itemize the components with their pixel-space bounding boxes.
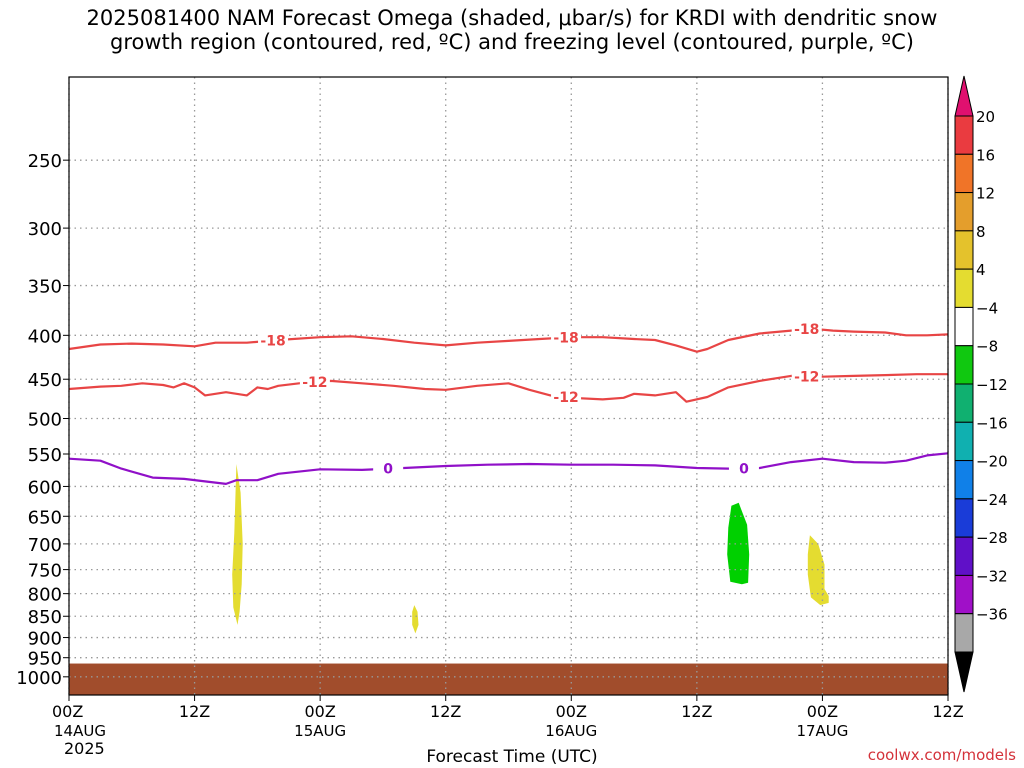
contour-line-1	[68, 373, 948, 403]
y-tick-label-950: 950	[28, 649, 62, 670]
contour-label-1-0: -12	[302, 375, 327, 391]
colorbar-label-12: −32	[976, 567, 1008, 585]
x-tick-date-72: 17AUG	[796, 722, 848, 740]
contour-label-0-0: -18	[260, 333, 285, 349]
x-tick-date-24: 15AUG	[294, 722, 346, 740]
credit-text: coolwx.com/models	[867, 746, 1016, 764]
y-tick-label-800: 800	[28, 585, 62, 606]
colorbar-label-13: −36	[976, 606, 1008, 624]
contour-label-1-2: -12	[794, 369, 819, 385]
colorbar-swatch-11	[954, 536, 974, 576]
x-tick-label-48: 00Z	[556, 702, 587, 721]
colorbar-swatch-4	[954, 268, 974, 308]
y-tick-label-250: 250	[28, 151, 62, 172]
contour-label-2-0: 0	[383, 462, 393, 478]
contour-line-2	[68, 452, 949, 485]
chart-title: 2025081400 NAM Forecast Omega (shaded, μ…	[86, 6, 938, 54]
y-tick-label-700: 700	[28, 535, 62, 556]
axes: 2503003504004505005506006507007508008509…	[16, 76, 964, 758]
colorbar-label-9: −20	[976, 453, 1008, 471]
omega-region-0	[232, 464, 243, 625]
colorbar-swatch-1	[954, 153, 974, 194]
colorbar-label-7: −12	[976, 376, 1008, 394]
colorbar-label-1: 16	[976, 146, 995, 164]
x-tick-label-24: 00Z	[304, 702, 335, 721]
colorbar-swatch-8	[954, 421, 974, 462]
x-tick-label-12: 12Z	[179, 702, 210, 721]
x-tick-date-48: 16AUG	[545, 722, 597, 740]
colorbar-swatch-2	[954, 192, 974, 232]
y-tick-label-600: 600	[28, 477, 62, 498]
y-tick-label-750: 750	[28, 561, 62, 582]
y-tick-label-850: 850	[28, 607, 62, 628]
y-tick-label-500: 500	[28, 409, 62, 430]
contour-label-bg-1-1	[551, 389, 582, 406]
colorbar-bottom-arrow	[954, 651, 974, 693]
colorbar-swatch-0	[954, 115, 974, 155]
y-tick-label-450: 450	[28, 370, 62, 391]
terrain-fill	[69, 663, 948, 695]
contour-label-bg-1-0	[299, 374, 330, 391]
colorbar-label-4: 4	[976, 261, 986, 279]
colorbar: 20 16 12 8 4 −4 −8 −12 −16 −20 −24 −28 −32 −36	[954, 75, 1008, 693]
contour-label-bg-1-2	[791, 368, 822, 385]
x-tick-date-0: 14AUG	[54, 722, 106, 740]
contour-label-bg-2-1	[728, 460, 759, 477]
y-tick-label-350: 350	[28, 277, 62, 298]
contour-label-bg-0-2	[791, 321, 822, 338]
colorbar-swatch-3	[954, 230, 974, 270]
y-tick-label-550: 550	[28, 445, 62, 466]
omega-region-1	[412, 605, 419, 634]
contour-label-2-1: 0	[739, 461, 749, 477]
omega-region-2	[727, 502, 750, 585]
colorbar-swatch-12	[954, 574, 974, 615]
plot-frame	[68, 76, 949, 696]
contour-label-bg-2-0	[373, 460, 404, 477]
y-tick-label-1000: 1000	[16, 668, 62, 689]
grid	[68, 77, 949, 695]
contour-label-bg-0-0	[258, 332, 289, 349]
colorbar-swatch-9	[954, 460, 974, 500]
colorbar-swatch-10	[954, 498, 974, 538]
colorbar-label-6: −8	[976, 338, 998, 356]
colorbar-label-5: −4	[976, 299, 998, 317]
x-tick-year-0: 2025	[64, 739, 105, 758]
contour-label-0-2: -18	[794, 322, 819, 338]
plot-area: -18 -18 -18 -12 -12 -12 0 0	[68, 77, 949, 695]
contour-label-0-1: -18	[553, 330, 578, 346]
colorbar-label-0: 20	[976, 108, 995, 126]
colorbar-swatch-13	[954, 613, 974, 653]
y-tick-label-300: 300	[28, 219, 62, 240]
colorbar-label-8: −16	[976, 414, 1008, 432]
colorbar-swatch-7	[954, 383, 974, 423]
y-tick-label-400: 400	[28, 326, 62, 347]
colorbar-label-2: 12	[976, 185, 995, 203]
colorbar-swatch-5	[954, 306, 974, 347]
colorbar-label-11: −28	[976, 529, 1008, 547]
colorbar-label-3: 8	[976, 223, 986, 241]
x-tick-label-0: 00Z	[52, 702, 83, 721]
x-axis-title: Forecast Time (UTC)	[426, 747, 598, 767]
colorbar-top-arrow	[954, 75, 974, 117]
contour-label-bg-0-1	[551, 329, 582, 346]
y-tick-label-650: 650	[28, 507, 62, 528]
x-tick-label-72: 00Z	[807, 702, 838, 721]
colorbar-label-10: −24	[976, 491, 1008, 509]
x-tick-label-36: 12Z	[430, 702, 461, 721]
colorbar-swatch-6	[954, 345, 974, 385]
x-tick-label-84: 12Z	[932, 702, 963, 721]
y-tick-label-900: 900	[28, 629, 62, 650]
x-tick-label-60: 12Z	[681, 702, 712, 721]
contour-label-1-1: -12	[553, 390, 578, 406]
